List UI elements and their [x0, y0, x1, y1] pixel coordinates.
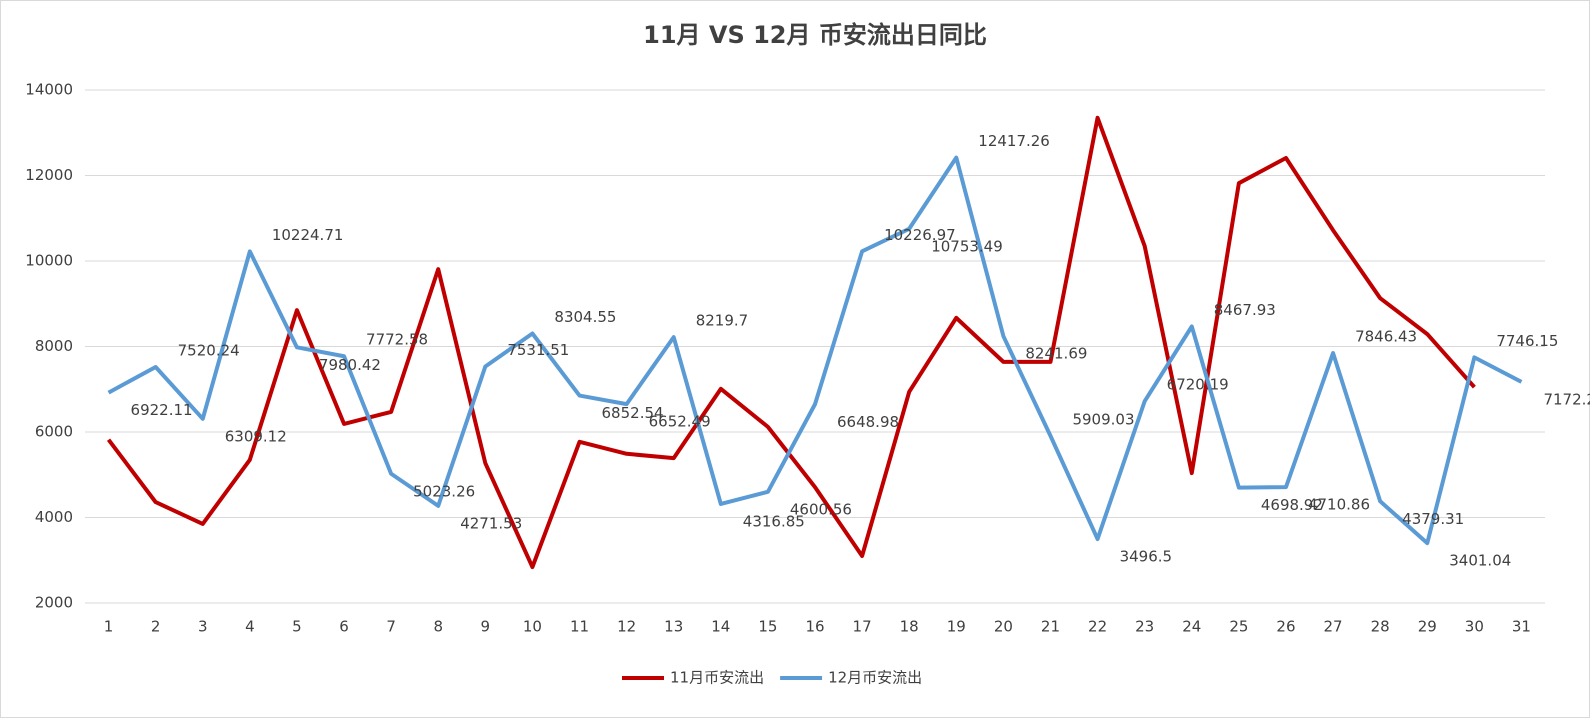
data-label: 6309.12: [225, 427, 287, 445]
x-tick-label: 8: [433, 618, 443, 636]
x-tick-label: 15: [758, 618, 777, 636]
x-tick-label: 5: [292, 618, 302, 636]
data-label: 4379.31: [1402, 510, 1464, 528]
data-label: 8304.55: [554, 308, 616, 326]
x-tick-label: 12: [617, 618, 636, 636]
x-tick-label: 31: [1512, 618, 1531, 636]
x-tick-label: 28: [1371, 618, 1390, 636]
data-label: 8219.7: [696, 312, 749, 330]
x-tick-label: 9: [481, 618, 491, 636]
y-tick-label: 4000: [35, 508, 73, 526]
x-tick-label: 18: [900, 618, 919, 636]
y-tick-label: 10000: [25, 252, 73, 270]
y-tick-label: 12000: [25, 166, 73, 184]
x-tick-label: 4: [245, 618, 255, 636]
data-label: 4271.53: [460, 514, 522, 532]
data-label: 6852.54: [602, 404, 664, 422]
data-label: 5023.26: [413, 482, 475, 500]
legend-label: 12月币安流出: [828, 669, 922, 687]
data-label: 6720.19: [1167, 376, 1229, 394]
data-label: 8467.93: [1214, 301, 1276, 319]
data-label: 6922.11: [131, 401, 193, 419]
x-tick-label: 14: [711, 618, 730, 636]
x-tick-label: 11: [570, 618, 589, 636]
data-label: 4698.92: [1261, 496, 1323, 514]
data-label: 6652.49: [649, 413, 711, 431]
x-tick-label: 13: [664, 618, 683, 636]
series-line: [106, 115, 1476, 570]
y-tick-label: 2000: [35, 594, 73, 612]
data-label: 7172.2: [1543, 390, 1590, 408]
x-tick-label: 17: [853, 618, 872, 636]
data-label: 3496.5: [1120, 548, 1173, 566]
data-label: 4710.86: [1308, 496, 1370, 514]
series-line: [107, 155, 1523, 546]
x-tick-label: 25: [1229, 618, 1248, 636]
x-tick-label: 23: [1135, 618, 1154, 636]
data-label: 5909.03: [1072, 410, 1134, 428]
data-label: 7980.42: [319, 356, 381, 374]
x-tick-label: 20: [994, 618, 1013, 636]
data-label: 7746.15: [1496, 332, 1558, 350]
data-label: 7846.43: [1355, 328, 1417, 346]
x-tick-label: 21: [1041, 618, 1060, 636]
data-label: 4316.85: [743, 512, 805, 530]
y-tick-label: 14000: [25, 81, 73, 99]
x-tick-label: 3: [198, 618, 208, 636]
data-label: 10224.71: [272, 226, 344, 244]
x-tick-label: 16: [805, 618, 824, 636]
x-tick-label: 24: [1182, 618, 1201, 636]
x-tick-label: 27: [1324, 618, 1343, 636]
data-label: 3401.04: [1449, 552, 1511, 570]
chart-title: 11月 VS 12月 币安流出日同比: [643, 21, 987, 49]
x-tick-label: 7: [386, 618, 396, 636]
y-tick-label: 8000: [35, 337, 73, 355]
x-tick-label: 26: [1276, 618, 1295, 636]
data-label: 10226.97: [884, 226, 956, 244]
data-label: 12417.26: [978, 132, 1050, 150]
x-tick-label: 6: [339, 618, 349, 636]
x-tick-label: 30: [1465, 618, 1484, 636]
data-label: 7520.24: [178, 342, 240, 360]
data-label: 7772.58: [366, 331, 428, 349]
x-tick-label: 22: [1088, 618, 1107, 636]
y-tick-label: 6000: [35, 423, 73, 441]
x-tick-label: 29: [1418, 618, 1437, 636]
x-tick-label: 1: [104, 618, 114, 636]
data-label: 8241.69: [1025, 345, 1087, 363]
legend-label: 11月币安流出: [670, 669, 764, 687]
data-label: 6648.98: [837, 413, 899, 431]
data-label: 4600.56: [790, 500, 852, 518]
data-label: 7531.51: [507, 341, 569, 359]
x-tick-label: 10: [523, 618, 542, 636]
x-tick-label: 19: [947, 618, 966, 636]
data-label: 10753.49: [931, 237, 1003, 255]
x-tick-label: 2: [151, 618, 161, 636]
